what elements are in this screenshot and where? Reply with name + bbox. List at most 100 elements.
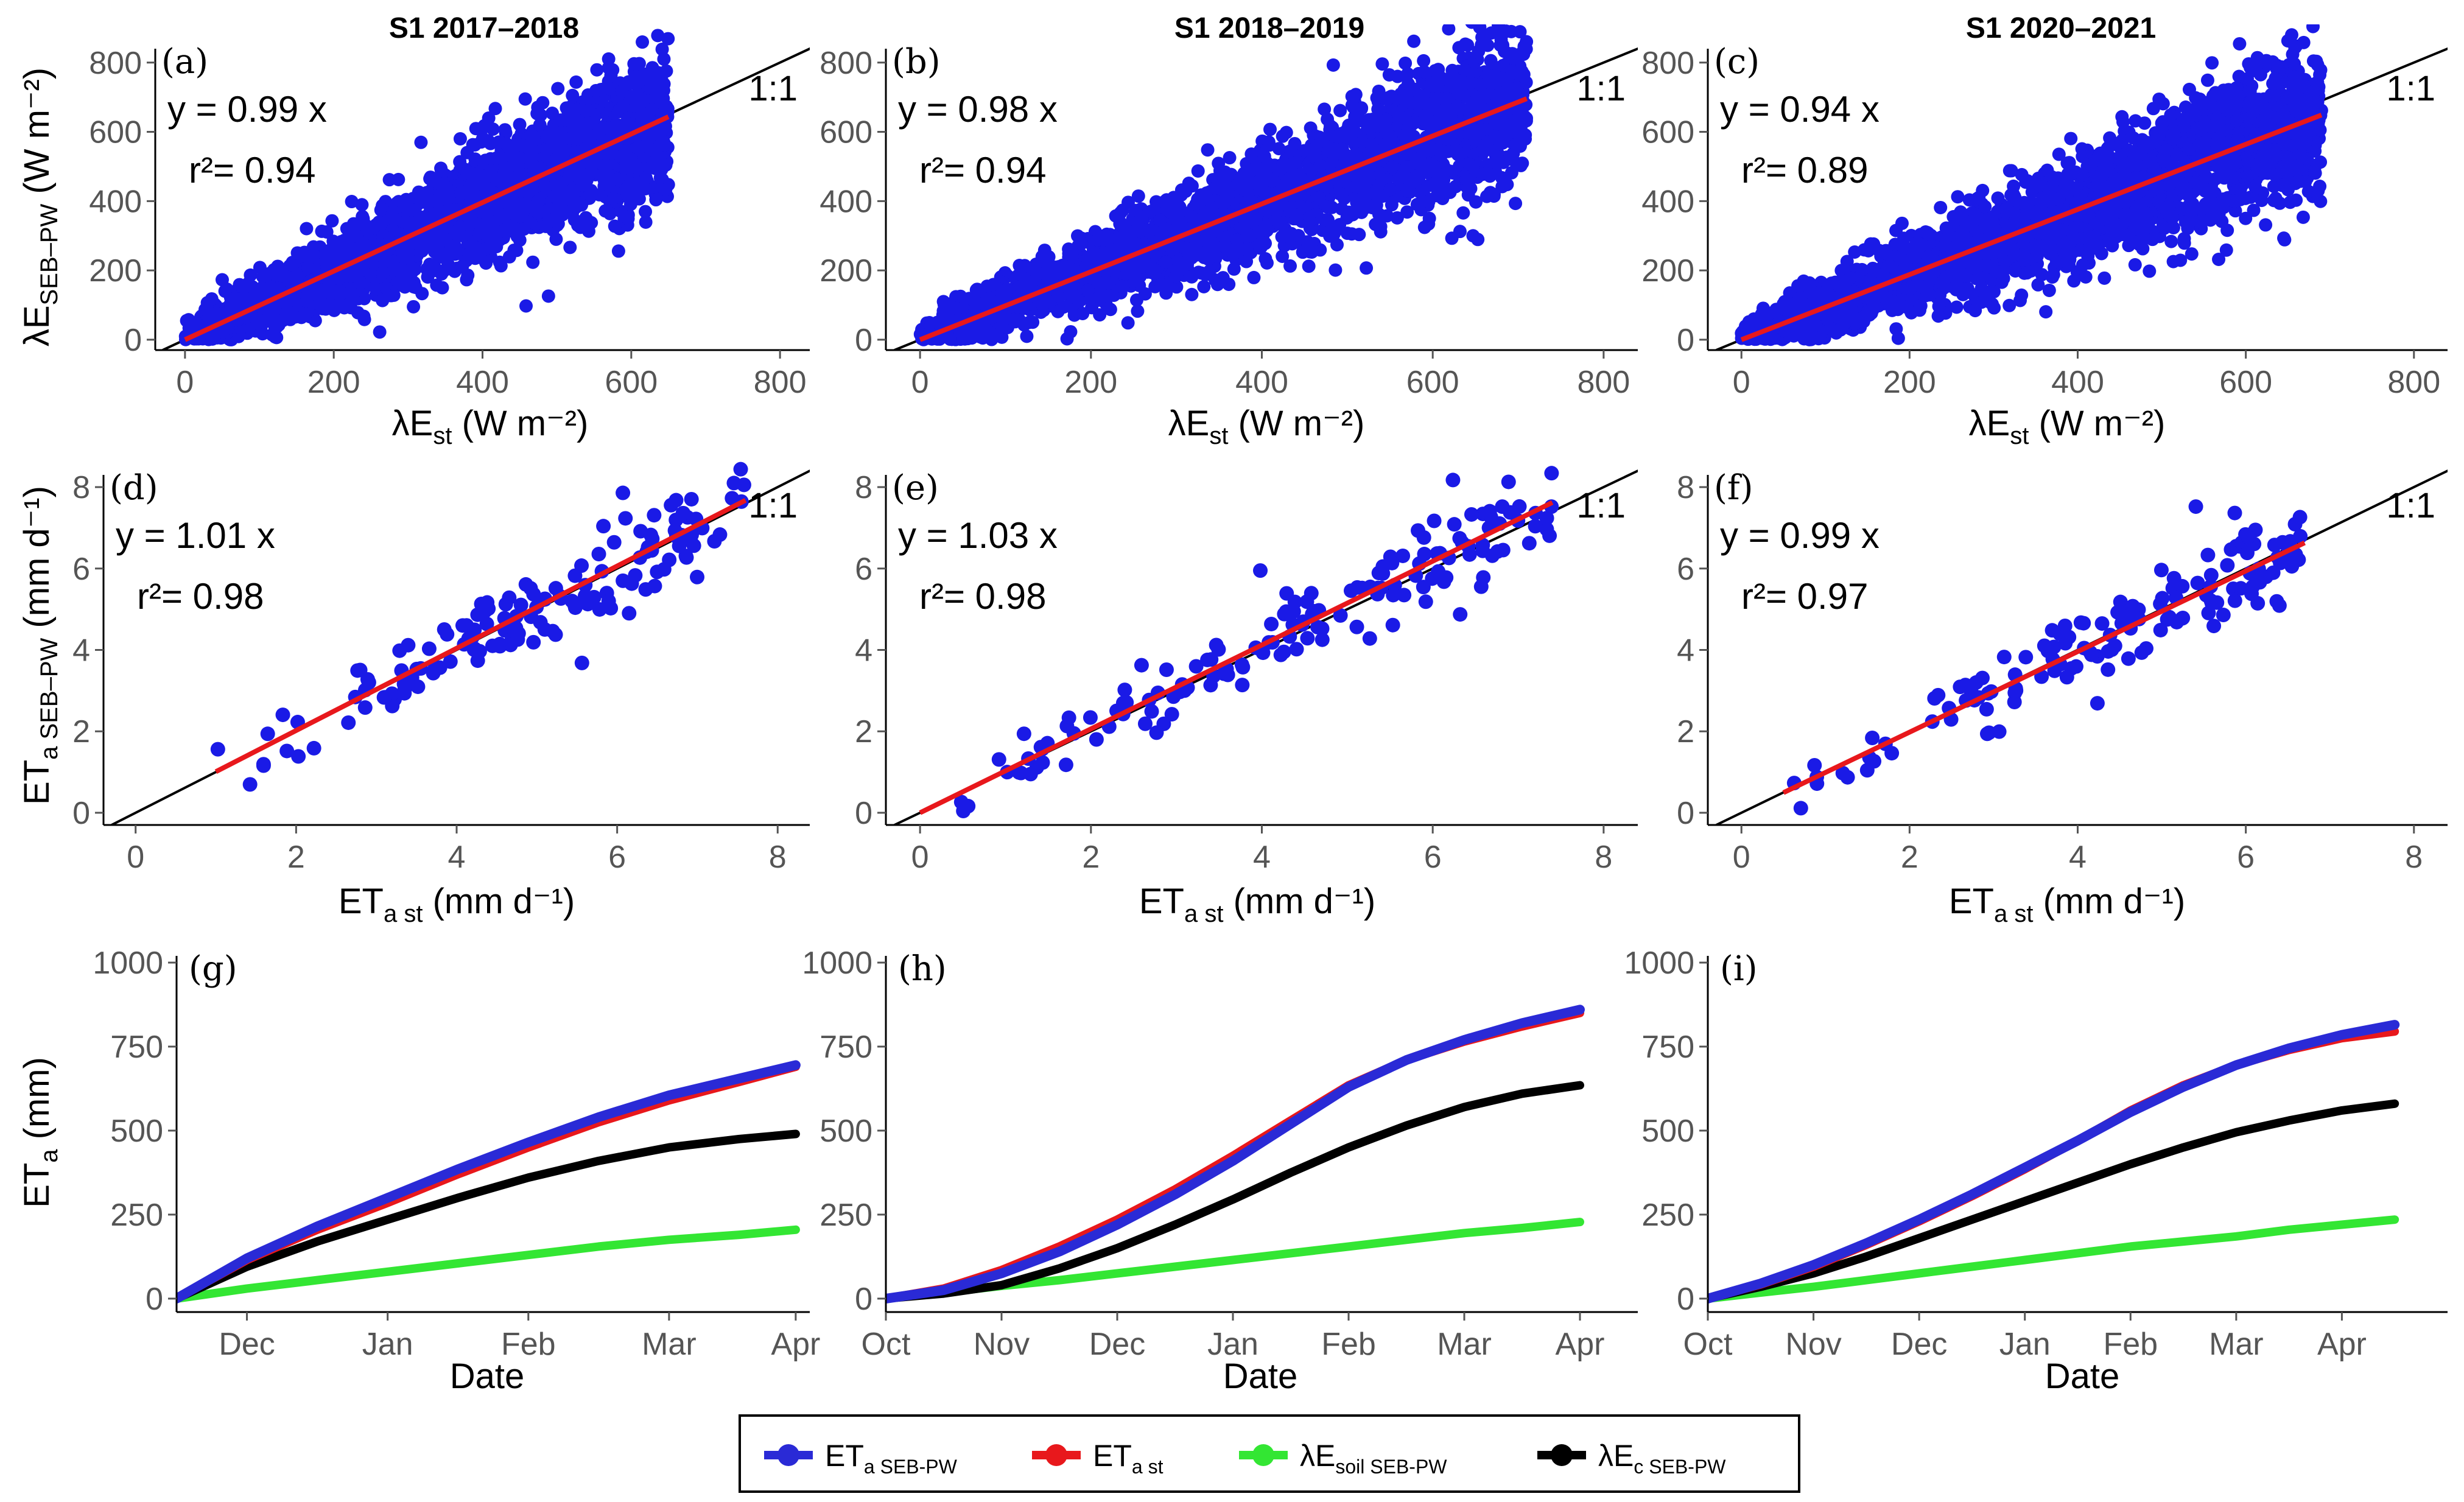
scatter-point-b-64 — [1515, 0, 1528, 6]
x-tick-label-a-2: 400 — [456, 365, 509, 400]
scatter-point-a-1881 — [659, 64, 673, 78]
scatter-point-a-583 — [430, 278, 444, 292]
scatter-point-a-1685 — [502, 250, 516, 264]
scatter-point-b-2254 — [1503, 127, 1517, 141]
scatter-point-a-2369 — [334, 236, 348, 250]
scatter-point-b-1684 — [1223, 151, 1237, 165]
scatter-point-b-2232 — [1153, 213, 1167, 227]
scatter-point-a-1598 — [486, 122, 500, 136]
scatter-point-a-2508 — [350, 229, 364, 243]
scatter-point-a-2468 — [599, 158, 613, 172]
x-tick-label-a-3: 600 — [605, 365, 658, 400]
scatter-point-a-2540 — [505, 224, 519, 238]
scatter-point-a-2203 — [476, 132, 490, 146]
scatter-point-b-2248 — [962, 329, 976, 343]
scatter-point-b-456 — [1201, 143, 1215, 157]
scatter-point-b-2136 — [1102, 276, 1116, 290]
scatter-point-b-1594 — [1076, 306, 1090, 320]
scatter-point-a-1878 — [639, 205, 653, 219]
scatter-point-a-2449 — [363, 220, 377, 234]
scatter-point-a-1191 — [215, 273, 229, 287]
scatter-point-a-1956 — [205, 292, 219, 306]
scatter-point-b-1650 — [1283, 259, 1297, 273]
scatter-point-a-1596 — [526, 255, 540, 269]
scatter-point-a-2467 — [569, 164, 583, 178]
scatter-point-b-674 — [1263, 122, 1277, 136]
scatter-point-a-2486 — [315, 302, 329, 316]
scatter-point-a-126 — [651, 29, 665, 43]
scatter-point-b-1906 — [1372, 84, 1386, 98]
scatter-point-a-2492 — [455, 259, 469, 273]
r-squared-a: r²= 0.94 — [189, 150, 315, 191]
scatter-point-a-2502 — [538, 180, 552, 194]
y-tick-label-a-2: 400 — [89, 184, 142, 219]
scatter-point-b-2257 — [1417, 65, 1431, 79]
x-tick-label-a-4: 800 — [754, 365, 807, 400]
scatter-point-a-2456 — [645, 143, 659, 157]
scatter-point-a-2564 — [281, 309, 295, 323]
scatter-point-a-2165 — [567, 213, 581, 227]
scatter-point-b-1805 — [1257, 149, 1271, 163]
scatter-point-a-2495 — [216, 325, 230, 339]
scatter-point-a-848 — [494, 259, 508, 273]
scatter-point-a-1782 — [218, 284, 232, 298]
scatter-point-b-1865 — [1472, 44, 1486, 58]
scatter-point-a-1922 — [355, 198, 369, 212]
scatter-point-a-2217 — [439, 248, 453, 262]
scatter-point-a-2488 — [323, 276, 337, 290]
scatter-point-a-515 — [551, 82, 565, 96]
scatter-point-a-2459 — [388, 212, 402, 226]
scatter-point-a-2346 — [306, 248, 320, 262]
scatter-point-b-2290 — [1189, 197, 1203, 211]
equation-a: y = 0.99 x — [167, 89, 327, 130]
scatter-point-a-1657 — [300, 222, 314, 236]
scatter-point-a-2170 — [414, 135, 428, 149]
scatter-point-a-2560 — [654, 95, 668, 109]
scatter-point-b-1148 — [1276, 250, 1290, 264]
scatter-point-b-2316 — [1170, 267, 1184, 281]
scatter-point-b-1173 — [1276, 129, 1290, 143]
scatter-point-b-1233 — [1020, 329, 1034, 343]
scatter-point-a-2563 — [436, 222, 450, 236]
scatter-point-b-1383 — [1407, 34, 1421, 48]
scatter-point-a-2278 — [524, 215, 538, 229]
scatter-point-a-2378 — [295, 311, 309, 325]
scatter-point-a-1871 — [387, 288, 401, 302]
scatter-point-a-2577 — [453, 132, 467, 146]
scatter-point-a-2522 — [533, 118, 547, 132]
scatter-point-b-2292 — [1115, 279, 1129, 293]
scatter-point-a-1965 — [376, 293, 390, 307]
scatter-point-a-2367 — [653, 153, 667, 167]
scatter-point-a-1978 — [375, 202, 389, 216]
scatter-point-a-2542 — [629, 69, 643, 83]
scatter-point-a-2592 — [550, 140, 564, 154]
scatter-point-a-2556 — [429, 262, 443, 276]
scatter-point-a-2483 — [621, 116, 635, 130]
scatter-point-a-2406 — [300, 294, 314, 308]
scatter-point-a-2511 — [448, 226, 462, 240]
scatter-point-b-2106 — [1489, 150, 1503, 164]
column-title-2: S1 2018–2019 — [1174, 12, 1364, 44]
scatter-point-a-2384 — [655, 42, 669, 56]
scatter-point-a-2126 — [645, 61, 659, 75]
scatter-point-b-2144 — [1462, 157, 1476, 171]
scatter-point-b-1926 — [1400, 205, 1414, 219]
scatter-point-b-2224 — [943, 332, 957, 346]
scatter-point-b-974 — [1103, 303, 1117, 317]
scatter-point-a-2499 — [566, 109, 580, 123]
scatter-point-b-1370 — [1399, 56, 1413, 70]
scatter-point-a-2242 — [606, 63, 620, 77]
scatter-point-a-2500 — [605, 173, 619, 187]
scatter-point-b-1663 — [1375, 57, 1389, 71]
scatter-point-a-2566 — [651, 127, 665, 141]
scatter-point-b-2222 — [1205, 200, 1219, 214]
scatter-point-a-2596 — [465, 189, 479, 203]
scatter-point-a-2567 — [476, 121, 490, 135]
scatter-point-b-1973 — [1195, 266, 1209, 280]
scatter-point-a-2482 — [588, 155, 602, 169]
scatter-point-b-2282 — [1475, 30, 1489, 44]
scatter-point-a-1458 — [327, 303, 341, 317]
fit-line-a — [184, 114, 670, 342]
scatter-point-a-2419 — [499, 137, 513, 151]
scatter-point-b-1171 — [1333, 104, 1347, 118]
